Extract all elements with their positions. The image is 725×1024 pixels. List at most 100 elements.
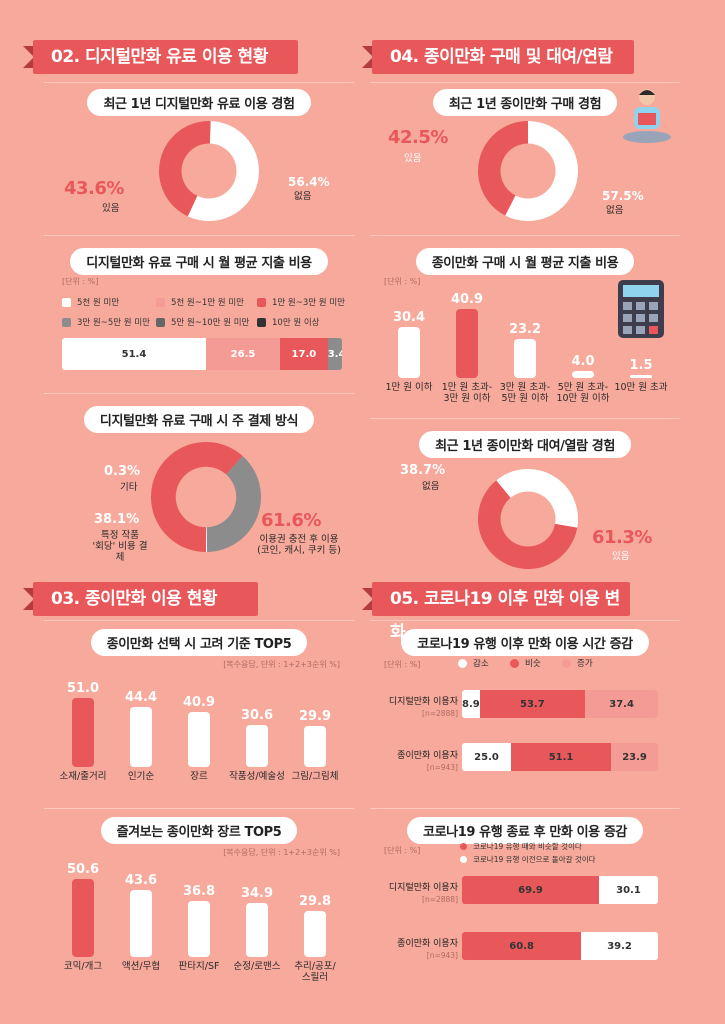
category-label: 코믹/개그	[63, 961, 103, 972]
chart-title: 최근 1년 종이만화 대여/열람 경험	[419, 431, 631, 458]
chart-card-covid-usage-change: 코로나19 유행 이후 만화 이용 시간 증감 [단위 : %] 감소 비슷 증…	[370, 620, 680, 800]
bar	[514, 338, 536, 378]
stack-segment: 17.0	[280, 338, 328, 370]
slice-label-per-episode: 특정 작품 '회당' 비용 결제	[92, 530, 148, 563]
bar-value-label: 43.6	[124, 873, 158, 889]
slice-label-no: 없음	[422, 481, 440, 492]
legend-item: 코로나19 유행 이전으로 돌아갈 것이다	[460, 854, 596, 865]
bar-value-label: 30.6	[240, 708, 274, 724]
unit-label: [단위 : %]	[384, 277, 421, 286]
chart-title: 종이만화 선택 시 고려 기준 TOP5	[90, 629, 308, 656]
stack-segment: 39.2	[581, 932, 658, 960]
unit-label: [복수응답, 단위 : 1+2+3순위 %]	[223, 660, 340, 669]
slice-label-other: 기타	[120, 482, 138, 493]
bar-value-label: 23.2	[508, 321, 542, 337]
donut-slice	[505, 121, 578, 221]
bar-value-label: 50.6	[66, 862, 100, 878]
category-label: 인기순	[127, 771, 155, 782]
donut-slice	[159, 120, 211, 217]
stack-segment: 60.8	[462, 932, 582, 960]
bar	[72, 879, 94, 957]
stacked-bar-digital-spend: 51.426.517.03.41.10.6	[62, 338, 342, 370]
stack-segment: 3.4	[327, 338, 342, 370]
stack-segment: 26.5	[205, 338, 281, 370]
stacked-bar-row: 25.0 51.1 23.9	[462, 743, 658, 771]
chart-title: 디지털만화 유료 구매 시 주 결제 방식	[83, 406, 315, 433]
donut-slice	[206, 455, 261, 552]
donut-slice	[150, 442, 243, 552]
bar	[572, 371, 594, 378]
donut-slice	[496, 469, 578, 528]
category-label: 1만 원 초과- 3만 원 이하	[441, 382, 493, 404]
stack-segment: 69.9	[462, 876, 599, 904]
chart-card-paper-rental: 최근 1년 종이만화 대여/열람 경험 38.7% 없음 61.3% 있음	[370, 418, 680, 578]
slice-label-no: 없음	[606, 205, 624, 216]
stacked-bar-row: 8.9 53.7 37.4	[462, 690, 658, 718]
bar	[398, 326, 420, 378]
bar	[188, 900, 210, 957]
legend-item: 10만 원 이상	[257, 316, 320, 328]
bar-value-label: 34.9	[240, 886, 274, 902]
slice-value-other: 0.3%	[104, 464, 141, 479]
donut-slice	[206, 527, 208, 552]
chart-card-paper-purchase: 최근 1년 종이만화 구매 경험 42.5% 있음 57.5% 없음	[370, 82, 680, 232]
chart-title: 코로나19 유행 종료 후 만화 이용 증감	[407, 817, 643, 844]
donut-payment-method	[150, 442, 261, 552]
bar-chart-paper-spend: 30.4 1만 원 이하 40.9 1만 원 초과- 3만 원 이하 23.2 3만 원 …	[380, 286, 670, 404]
bar	[130, 706, 152, 767]
stack-segment: 53.7	[479, 690, 585, 718]
bar	[456, 308, 478, 378]
stack-segment: 23.9	[611, 743, 658, 771]
bar-chart-favorite-genre: 50.6 코믹/개그 43.6 액션/무협 36.8 판타지/SF 34.9 순정/로맨스 29…	[54, 855, 344, 983]
bar-value-label: 1.5	[629, 358, 653, 374]
legend-item: 5천 원~1만 원 미만	[156, 296, 244, 308]
section-banner-02: 02. 디지털만화 유료 이용 현황	[23, 40, 298, 74]
section-banner-04: 04. 종이만화 구매 및 대여/연람	[362, 40, 634, 74]
category-label: 장르	[190, 771, 208, 782]
slice-value-per-episode: 38.1%	[94, 512, 140, 527]
stack-segment: 37.4	[584, 690, 658, 718]
chart-title: 즐겨보는 종이만화 장르 TOP5	[100, 817, 298, 844]
bar	[130, 890, 152, 957]
bar-value-label: 40.9	[182, 694, 216, 710]
legend-item: 증가	[562, 657, 593, 669]
bar	[304, 911, 326, 957]
bar-chart-selection-criteria: 51.0 소재/줄거리 44.4 인기순 40.9 장르 30.6 작품성/예술성 29.9 그림…	[54, 675, 344, 782]
category-label: 판타지/SF	[178, 961, 220, 972]
reader-illustration	[623, 89, 671, 143]
chart-title: 최근 1년 종이만화 구매 경험	[432, 89, 618, 116]
unit-label: [단위 : %]	[62, 277, 99, 286]
legend-item: 코로나19 유행 때와 비슷할 것이다	[460, 841, 582, 852]
chart-card-favorite-genre: 즐겨보는 종이만화 장르 TOP5 [복수응답, 단위 : 1+2+3순위 %]…	[44, 808, 354, 1003]
unit-label: [복수응답, 단위 : 1+2+3순위 %]	[223, 848, 340, 857]
stack-segment: 51.4	[62, 338, 206, 370]
category-label: 순정/로맨스	[233, 961, 281, 972]
slice-value-no: 38.7%	[400, 463, 446, 478]
slice-value-yes: 42.5%	[388, 127, 448, 148]
slice-label-yes: 있음	[404, 153, 422, 164]
bar-value-label: 29.8	[298, 894, 332, 910]
unit-label: [단위 : %]	[384, 660, 421, 669]
row-label: 종이만화 이용자 [n=943]	[397, 939, 458, 960]
row-label: 종이만화 이용자 [n=943]	[397, 751, 458, 772]
stacked-bar-row: 69.9 30.1	[462, 876, 658, 904]
bar-value-label: 29.9	[298, 709, 332, 725]
unit-label: [단위 : %]	[384, 846, 421, 855]
calculator-icon	[618, 280, 664, 338]
category-label: 액션/무협	[121, 961, 161, 972]
chart-title: 코로나19 유행 이후 만화 이용 시간 증감	[401, 629, 649, 656]
bar-value-label: 44.4	[124, 689, 158, 705]
slice-label-yes: 있음	[612, 551, 630, 562]
bar	[246, 725, 268, 767]
slice-label-yes: 있음	[102, 203, 120, 214]
section-banner-05: 05. 코로나19 이후 만화 이용 변화	[362, 582, 630, 643]
slice-value-voucher: 61.6%	[261, 510, 321, 531]
chart-card-payment-method: 디지털만화 유료 구매 시 주 결제 방식 0.3% 기타 38.1% 특정 작…	[44, 393, 354, 578]
slice-label-voucher: 이용권 충전 후 이용 (코인, 캐시, 쿠키 등)	[257, 534, 341, 556]
donut-slice	[187, 121, 259, 221]
bar-value-label: 30.4	[392, 309, 426, 325]
legend-item: 비슷	[510, 657, 541, 669]
row-label: 디지털만화 이용자 [n=2888]	[388, 883, 458, 904]
chart-card-digital-spend: 디지털만화 유료 구매 시 월 평균 지출 비용 [단위 : %] 5천 원 미…	[44, 235, 354, 390]
legend-item: 1만 원~3만 원 미만	[257, 296, 345, 308]
